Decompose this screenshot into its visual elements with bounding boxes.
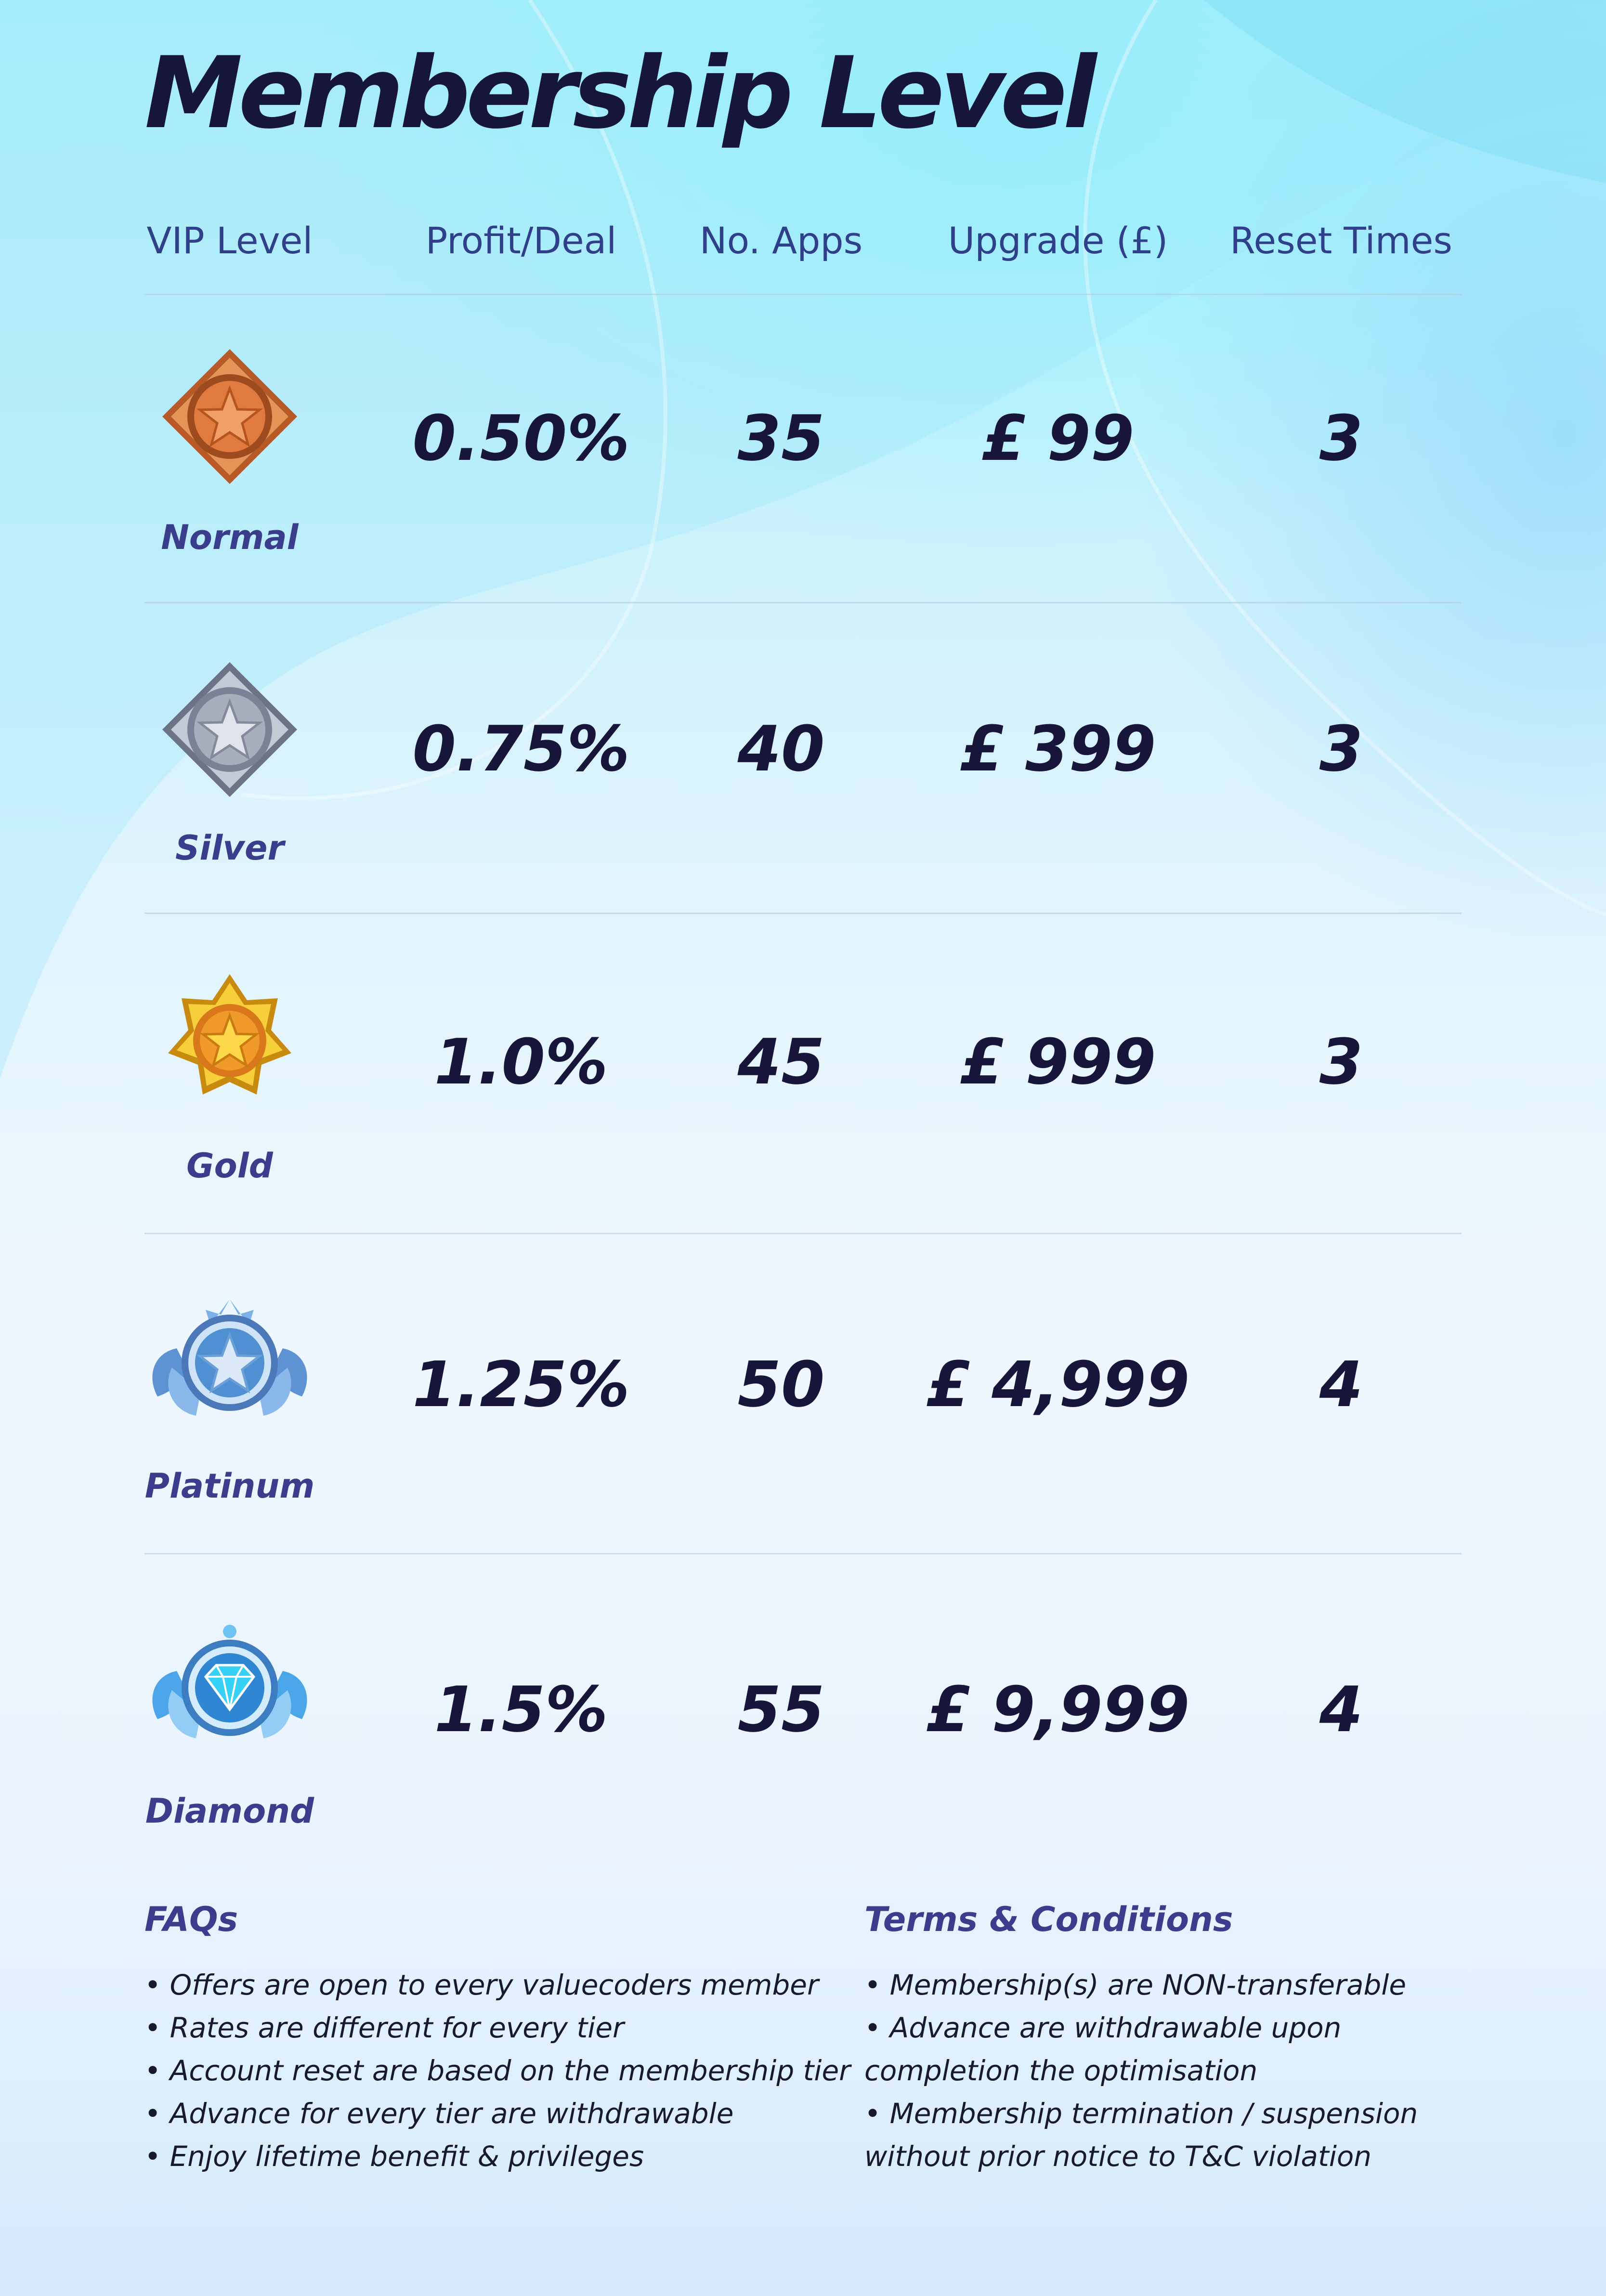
page-title: Membership Level xyxy=(144,36,1097,151)
gold-star-badge-icon xyxy=(168,974,291,1095)
tier-name: Normal xyxy=(161,518,299,557)
silver-star-badge-icon xyxy=(162,662,297,797)
apps-value: 55 xyxy=(737,1673,825,1746)
row-divider xyxy=(144,294,1462,295)
reset-value: 4 xyxy=(1319,1673,1363,1746)
reset-value: 3 xyxy=(1319,402,1363,475)
column-header-upgrade: Upgrade (£) xyxy=(948,219,1168,262)
tier-name: Platinum xyxy=(144,1466,315,1506)
list-item: without prior notice to T&C violation xyxy=(864,2140,1372,2173)
column-header-profit-deal: Profit/Deal xyxy=(425,219,617,262)
platinum-winged-badge-icon xyxy=(152,1299,307,1416)
bronze-star-badge-icon xyxy=(162,349,297,484)
row-divider xyxy=(144,1553,1462,1554)
column-header-no-apps: No. Apps xyxy=(699,219,863,262)
profit-value: 1.5% xyxy=(434,1673,608,1746)
terms-title: Terms & Conditions xyxy=(864,1900,1233,1939)
profit-value: 1.0% xyxy=(434,1025,608,1098)
reset-value: 3 xyxy=(1319,1025,1363,1098)
list-item: • Advance for every tier are withdrawabl… xyxy=(144,2097,734,2130)
row-divider xyxy=(144,602,1462,603)
faqs-list: • Offers are open to every valuecoders m… xyxy=(144,1964,850,2178)
list-item: • Enjoy lifetime benefit & privileges xyxy=(144,2140,644,2173)
profit-value: 1.25% xyxy=(412,1348,630,1421)
upgrade-value: £ 399 xyxy=(960,712,1156,785)
upgrade-value: £ 999 xyxy=(960,1025,1156,1098)
apps-value: 35 xyxy=(737,402,825,475)
apps-value: 45 xyxy=(737,1025,825,1098)
list-item: completion the optimisation xyxy=(864,2054,1258,2087)
list-item: • Rates are different for every tier xyxy=(144,2011,624,2044)
list-item: • Membership termination / suspension xyxy=(864,2097,1418,2130)
faqs-title: FAQs xyxy=(144,1900,238,1939)
column-header-reset-times: Reset Times xyxy=(1229,219,1453,262)
profit-value: 0.75% xyxy=(412,712,630,785)
list-item: • Account reset are based on the members… xyxy=(144,2054,850,2087)
profit-value: 0.50% xyxy=(412,402,630,475)
apps-value: 50 xyxy=(737,1348,825,1421)
upgrade-value: £ 4,999 xyxy=(926,1348,1190,1421)
apps-value: 40 xyxy=(737,712,825,785)
list-item: • Offers are open to every valuecoders m… xyxy=(144,1969,819,2001)
upgrade-value: £ 9,999 xyxy=(926,1673,1190,1746)
list-item: • Advance are withdrawable upon xyxy=(864,2011,1342,2044)
row-divider xyxy=(144,913,1462,914)
tier-name: Silver xyxy=(175,828,285,868)
upgrade-value: £ 99 xyxy=(981,402,1135,475)
terms-list: • Membership(s) are NON-transferable • A… xyxy=(864,1964,1418,2178)
tier-name: Diamond xyxy=(145,1791,314,1831)
list-item: • Membership(s) are NON-transferable xyxy=(864,1969,1407,2001)
reset-value: 4 xyxy=(1319,1348,1363,1421)
reset-value: 3 xyxy=(1319,712,1363,785)
row-divider xyxy=(144,1233,1462,1234)
column-header-vip-level: VIP Level xyxy=(146,219,313,262)
tier-name: Gold xyxy=(186,1146,273,1186)
diamond-winged-badge-icon xyxy=(152,1625,307,1738)
